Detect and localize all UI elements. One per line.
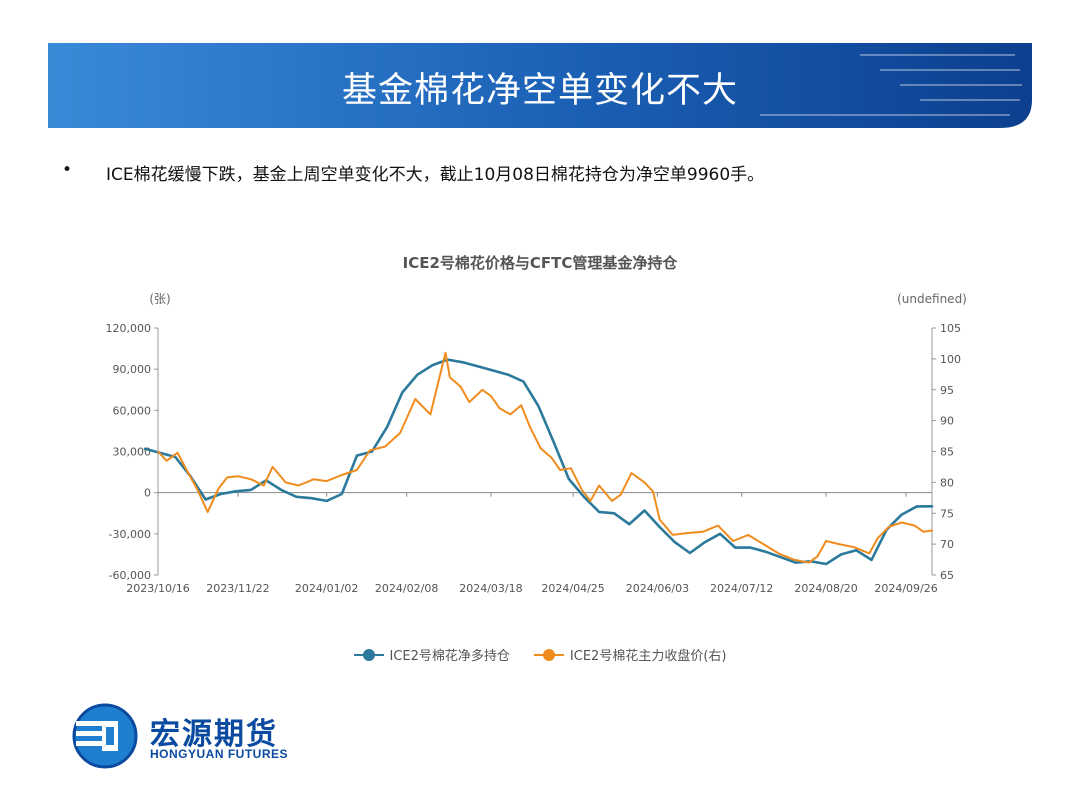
left-axis-tick-label: 0: [144, 487, 151, 500]
left-axis-tick-label: 90,000: [113, 363, 152, 376]
chart-legend: ICE2号棉花净多持仓 ICE2号棉花主力收盘价(右): [0, 645, 1080, 664]
right-axis-tick-label: 85: [940, 446, 954, 459]
right-axis-tick-label: 80: [940, 476, 954, 489]
x-axis-tick-label: 2024/04/25: [541, 582, 604, 595]
x-axis-tick-label: 2024/06/03: [626, 582, 689, 595]
right-axis-tick-label: 105: [940, 322, 961, 335]
logo-text-cn: 宏源期货: [150, 717, 278, 752]
chart-axes: -60,000 -30,000 0 30,000 60,000 90,000 120,000…: [106, 322, 962, 595]
right-axis-tick-label: 95: [940, 384, 954, 397]
series-line-net-long: [143, 358, 934, 566]
right-axis-tick-label: 90: [940, 415, 954, 428]
right-axis-tick-label: 75: [940, 507, 954, 520]
legend-item-price[interactable]: ICE2号棉花主力收盘价(右): [533, 645, 727, 664]
right-axis-unit: (undefined): [897, 292, 967, 306]
legend-label-price: ICE2号棉花主力收盘价(右): [569, 649, 727, 664]
bullet-point: • ICE棉花缓慢下跌，基金上周空单变化不大，截止10月08日棉花持仓为净空单9…: [62, 160, 1022, 185]
left-axis-tick-label: 120,000: [106, 322, 152, 335]
series-line-price: [157, 351, 933, 564]
x-axis-tick-label: 2024/09/26: [874, 582, 937, 595]
series-layer: [143, 351, 934, 566]
x-axis-tick-label: 2023/11/22: [206, 582, 269, 595]
left-axis-tick-label: 30,000: [113, 446, 152, 459]
x-axis-tick-label: 2024/07/12: [710, 582, 773, 595]
bullet-dot: •: [62, 160, 73, 180]
bullet-text: ICE棉花缓慢下跌，基金上周空单变化不大，截止10月08日棉花持仓为净空单996…: [106, 165, 765, 185]
right-axis-tick-label: 100: [940, 353, 961, 366]
chart: ICE2号棉花价格与CFTC管理基金净持仓 (张) (undefined) -6…: [106, 254, 967, 595]
x-axis-tick-label: 2023/10/16: [126, 582, 189, 595]
x-axis-tick-label: 2024/03/18: [459, 582, 522, 595]
legend-swatch-price: [533, 648, 564, 661]
x-axis-tick-label: 2024/02/08: [375, 582, 438, 595]
left-axis-tick-label: -60,000: [109, 569, 151, 582]
legend-item-net-long[interactable]: ICE2号棉花净多持仓: [353, 645, 510, 664]
left-axis-tick-label: 60,000: [113, 404, 152, 417]
x-axis-tick-label: 2024/08/20: [794, 582, 857, 595]
right-axis-tick-label: 65: [940, 569, 954, 582]
left-axis-unit: (张): [149, 292, 170, 306]
title-banner: [48, 43, 1032, 128]
chart-title: ICE2号棉花价格与CFTC管理基金净持仓: [403, 254, 679, 272]
company-logo: 宏源期货 HONGYUAN FUTURES: [72, 703, 332, 773]
x-axis-tick-label: 2024/01/02: [295, 582, 358, 595]
legend-swatch-net-long: [353, 648, 384, 661]
legend-label-net-long: ICE2号棉花净多持仓: [389, 649, 510, 664]
logo-text-en: HONGYUAN FUTURES: [150, 747, 289, 761]
slide-title: 基金棉花净空单变化不大: [341, 71, 738, 111]
left-axis-tick-label: -30,000: [109, 528, 151, 541]
right-axis-tick-label: 70: [940, 538, 954, 551]
hongyuan-logo-icon: [72, 703, 138, 769]
